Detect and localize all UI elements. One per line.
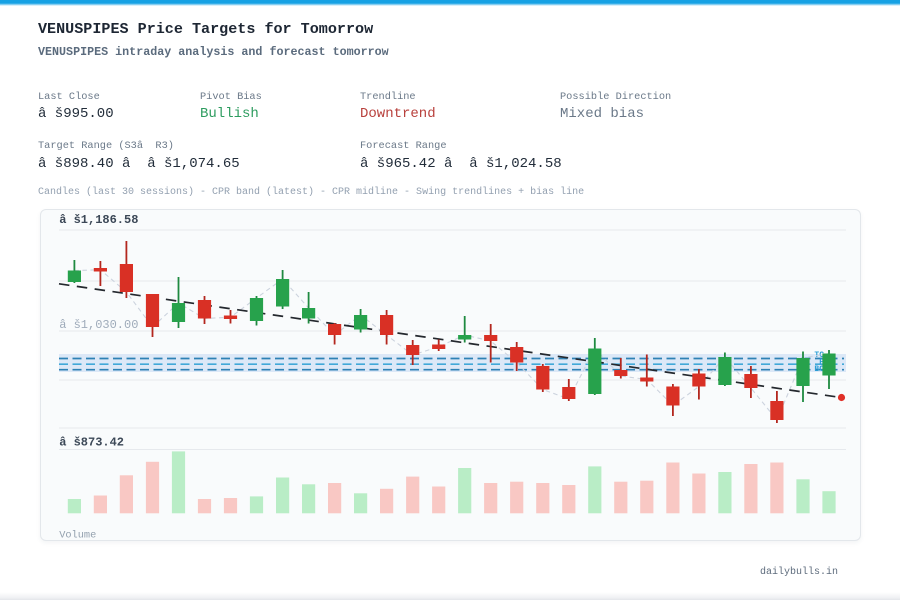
svg-text:P: P — [819, 358, 824, 367]
svg-text:Volume: Volume — [59, 530, 96, 542]
svg-text:BC: BC — [814, 365, 824, 374]
svg-text:â š1,186.58: â š1,186.58 — [59, 213, 138, 227]
svg-text:â š873.42: â š873.42 — [59, 436, 124, 450]
svg-text:â š1,030.00: â š1,030.00 — [59, 318, 138, 332]
